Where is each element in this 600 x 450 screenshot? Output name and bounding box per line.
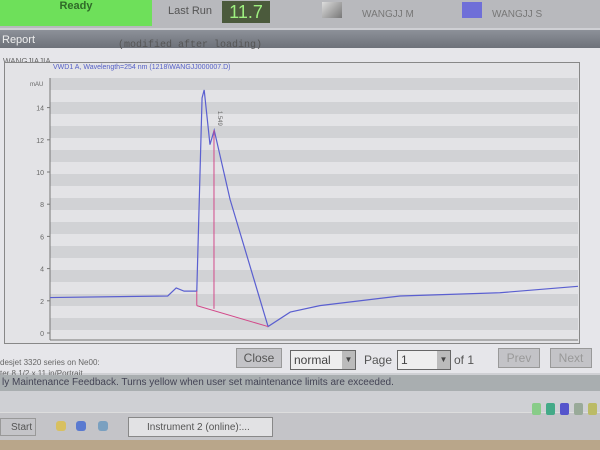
background-stripe <box>50 246 578 258</box>
next-button[interactable]: Next <box>550 348 592 368</box>
y-tick-label: 2 <box>40 299 44 306</box>
taskbar-instrument-window[interactable]: Instrument 2 (online):... <box>128 417 273 437</box>
maintenance-feedback: ly Maintenance Feedback. Turns yellow wh… <box>0 375 600 391</box>
chevron-down-icon: ▼ <box>342 351 355 369</box>
operator-icon <box>322 2 342 18</box>
page-label: Page <box>364 353 393 367</box>
agilent-icon[interactable] <box>560 403 569 415</box>
sequence-name: WANGJJ S <box>492 9 543 20</box>
peak-label: 1.549 <box>216 111 222 127</box>
background-stripe <box>50 174 578 186</box>
y-tick-label: 12 <box>36 138 44 145</box>
desk-background <box>0 440 600 450</box>
last-run-label: Last Run <box>168 5 213 17</box>
y-tick-label: 4 <box>40 267 44 274</box>
tray-icon[interactable] <box>588 403 597 415</box>
report-title-bar: Report <box>0 30 600 48</box>
background-stripe <box>50 270 578 282</box>
operator-name: WANGJJ M <box>362 9 414 20</box>
page-value: 1 <box>401 353 408 367</box>
status-bar: Ready Last Run 11.7 WANGJJ M WANGJJ S <box>0 0 600 28</box>
page-count: of 1 <box>454 353 475 367</box>
y-tick-label: 10 <box>36 170 44 177</box>
signal-trace <box>49 89 579 328</box>
background-stripe <box>50 126 578 138</box>
background-stripe <box>50 294 578 306</box>
y-tick-label: 6 <box>40 234 44 241</box>
tray-icon[interactable] <box>574 403 583 415</box>
volume-icon[interactable] <box>532 403 541 415</box>
start-button[interactable]: Start <box>0 418 36 436</box>
signal-title: VWD1 A, Wavelength=254 nm (1218\WANGJJ00… <box>53 64 231 71</box>
paper-info: ter 8 1/2 x 11 in/Portrait <box>0 369 83 378</box>
y-tick-label: 0 <box>40 331 44 338</box>
taskbar: Start Instrument 2 (online):... <box>0 403 600 440</box>
desktop-icon[interactable] <box>56 421 66 431</box>
background-stripe <box>50 150 578 162</box>
explorer-icon[interactable] <box>98 421 108 431</box>
network-icon[interactable] <box>546 403 555 415</box>
printer-info: desjet 3320 series on Ne00: <box>0 358 100 367</box>
background-stripe <box>50 222 578 234</box>
page-select[interactable]: 1 ▼ <box>397 350 451 370</box>
close-button[interactable]: Close <box>236 348 282 368</box>
y-tick-label: 14 <box>36 106 44 113</box>
browser-icon[interactable] <box>76 421 86 431</box>
modified-note: (modified after loading) <box>118 40 263 51</box>
sample-name: WANGJIAJIA <box>3 57 51 66</box>
zoom-value: normal <box>294 353 331 367</box>
prev-button[interactable]: Prev <box>498 348 540 368</box>
chevron-down-icon: ▼ <box>437 351 450 369</box>
sequence-vials-icon <box>462 2 482 18</box>
y-tick-label: 8 <box>40 202 44 209</box>
background-stripe <box>50 198 578 210</box>
y-axis-label: mAU <box>30 82 43 88</box>
last-run-value: 11.7 <box>222 1 270 23</box>
integration-baseline <box>196 305 269 328</box>
background-stripe <box>50 78 578 90</box>
background-stripe <box>50 318 578 330</box>
ready-status: Ready <box>0 0 152 26</box>
zoom-select[interactable]: normal ▼ <box>290 350 356 370</box>
background-stripe <box>50 102 578 114</box>
